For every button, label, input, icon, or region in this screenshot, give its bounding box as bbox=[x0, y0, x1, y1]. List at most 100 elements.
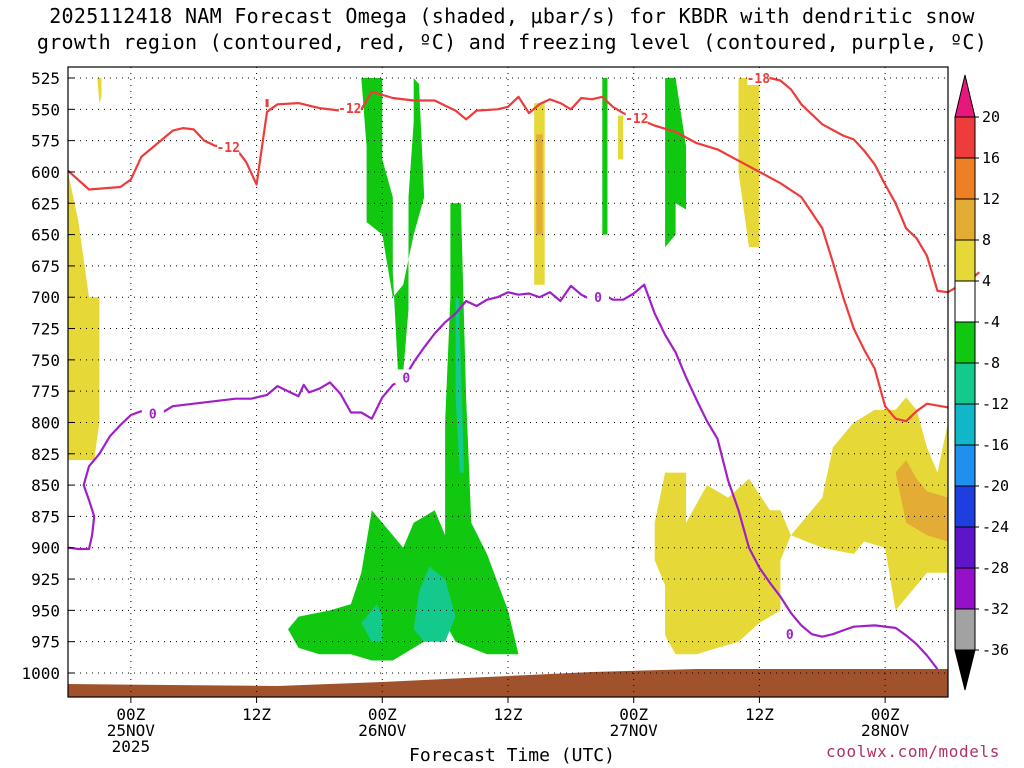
colorbar-box-7 bbox=[954, 362, 976, 405]
omega-region-10 bbox=[536, 134, 543, 235]
omega-region-8 bbox=[97, 78, 102, 104]
x-axis-label: Forecast Time (UTC) bbox=[409, 745, 615, 766]
omega-region-5 bbox=[602, 78, 608, 235]
contour-label-bg-1 bbox=[217, 138, 240, 154]
x-tick-label-78-1: 28NOV bbox=[861, 721, 910, 740]
x-tick-label-42-0: 12Z bbox=[494, 705, 523, 724]
colorbar-box-6 bbox=[954, 321, 976, 364]
site-credit: coolwx.com/models bbox=[826, 742, 1000, 761]
y-tick-label-1000: 1000 bbox=[21, 664, 60, 683]
x-tick-label-78-0: 00Z bbox=[871, 705, 900, 724]
colorbar-label-5: -4 bbox=[982, 313, 1000, 331]
colorbar-top-arrow bbox=[954, 74, 976, 118]
contour-label-6: 0 bbox=[594, 291, 602, 306]
x-tick-label-6-0: 00Z bbox=[116, 705, 145, 724]
colorbar-label-13: -36 bbox=[982, 641, 1009, 659]
colorbar-box-8 bbox=[954, 403, 976, 446]
contour-label-bg-5 bbox=[395, 369, 418, 385]
y-tick-label-875: 875 bbox=[31, 507, 60, 526]
omega-region-13 bbox=[654, 397, 948, 655]
colorbar-box-5 bbox=[954, 280, 976, 323]
x-tick-label-6-1: 25NOV bbox=[107, 721, 156, 740]
grid-lines bbox=[68, 67, 948, 697]
colorbar-bottom-arrow bbox=[954, 649, 976, 691]
colorbar-box-3 bbox=[954, 198, 976, 241]
colorbar-label-10: -24 bbox=[982, 518, 1009, 536]
contour-label-bg-6 bbox=[587, 289, 610, 305]
omega-region-0 bbox=[361, 78, 425, 373]
colorbar-box-10 bbox=[954, 485, 976, 528]
y-tick-label-550: 550 bbox=[31, 100, 60, 119]
omega-region-2 bbox=[455, 297, 464, 473]
colorbar-label-9: -20 bbox=[982, 477, 1009, 495]
y-tick-label-675: 675 bbox=[31, 257, 60, 276]
contour-label-4: 0 bbox=[149, 408, 157, 423]
y-tick-label-700: 700 bbox=[31, 288, 60, 307]
colorbar-box-11 bbox=[954, 526, 976, 569]
x-tick-label-66-0: 12Z bbox=[745, 705, 774, 724]
contour-label-bg-0 bbox=[338, 100, 361, 116]
omega-region-4 bbox=[361, 604, 383, 642]
colorbar-label-3: 8 bbox=[982, 231, 991, 249]
ground-surface bbox=[68, 669, 948, 697]
y-tick-label-950: 950 bbox=[31, 601, 60, 620]
y-tick-label-575: 575 bbox=[31, 132, 60, 151]
y-tick-label-850: 850 bbox=[31, 476, 60, 495]
colorbar-box-13 bbox=[954, 608, 976, 651]
y-tick-label-750: 750 bbox=[31, 351, 60, 370]
colorbar-box-1 bbox=[954, 116, 976, 159]
y-tick-label-625: 625 bbox=[31, 194, 60, 213]
y-tick-label-825: 825 bbox=[31, 445, 60, 464]
omega-shading bbox=[68, 78, 948, 661]
colorbar-box-12 bbox=[954, 567, 976, 610]
x-tick-label-18-0: 12Z bbox=[242, 705, 271, 724]
omega-region-7 bbox=[68, 171, 100, 461]
colorbar-label-6: -8 bbox=[982, 354, 1000, 372]
colorbar-label-4: 4 bbox=[982, 272, 991, 290]
contour-label-bg-7 bbox=[778, 626, 801, 642]
contour-label-bg-4 bbox=[141, 405, 164, 421]
y-tick-label-650: 650 bbox=[31, 226, 60, 245]
chart-title-line-1: 2025112418 NAM Forecast Omega (shaded, μ… bbox=[49, 4, 975, 28]
contour-label-7: 0 bbox=[786, 628, 794, 643]
contour-label-bg-2 bbox=[625, 110, 648, 126]
x-tick-label-30-0: 00Z bbox=[368, 705, 397, 724]
colorbar-label-2: 12 bbox=[982, 190, 1000, 208]
omega-region-12 bbox=[738, 78, 760, 248]
contour-label-5: 0 bbox=[402, 371, 410, 386]
x-tick-label-54-1: 27NOV bbox=[610, 721, 659, 740]
contour-lines: -12 -12 -12 -18 0 0 0 0 bbox=[67, 70, 981, 670]
colorbar-box-4 bbox=[954, 239, 976, 282]
plot-frame bbox=[67, 66, 949, 698]
colorbar-box-2 bbox=[954, 157, 976, 200]
y-tick-label-775: 775 bbox=[31, 382, 60, 401]
omega-region-11 bbox=[618, 115, 624, 160]
x-tick-label-30-1: 26NOV bbox=[358, 721, 407, 740]
contour-label-1: -12 bbox=[216, 141, 239, 156]
omega-region-3 bbox=[413, 566, 456, 642]
contour-label-3: -18 bbox=[747, 72, 771, 87]
colorbar-label-11: -28 bbox=[982, 559, 1009, 577]
axes: 525 550 575 600 625 650 675 700 725 750 775 800 825 8… bbox=[21, 66, 949, 756]
omega-region-1 bbox=[288, 203, 519, 661]
y-tick-label-600: 600 bbox=[31, 163, 60, 182]
contour-line-1 bbox=[749, 76, 981, 294]
y-tick-label-925: 925 bbox=[31, 570, 60, 589]
colorbar-label-7: -12 bbox=[982, 395, 1009, 413]
contour-label-2: -12 bbox=[625, 112, 648, 127]
y-tick-label-525: 525 bbox=[31, 69, 60, 88]
chart-title-line-2: growth region (contoured, red, ºC) and f… bbox=[36, 30, 988, 54]
omega-region-6 bbox=[665, 78, 687, 248]
contour-label-bg-3 bbox=[747, 70, 770, 85]
y-tick-label-725: 725 bbox=[31, 320, 60, 339]
colorbar-label-0: 20 bbox=[982, 108, 1000, 126]
contour-label-0: -12 bbox=[338, 102, 361, 117]
colorbar-label-8: -16 bbox=[982, 436, 1009, 454]
colorbar: 20 16 12 8 4 -4 -8 -12 -16 -20 -24 -28 -32 -36 bbox=[954, 74, 1009, 691]
omega-region-14 bbox=[895, 460, 948, 542]
colorbar-box-9 bbox=[954, 444, 976, 487]
colorbar-label-12: -32 bbox=[982, 600, 1009, 618]
y-tick-label-900: 900 bbox=[31, 539, 60, 558]
y-tick-label-800: 800 bbox=[31, 413, 60, 432]
